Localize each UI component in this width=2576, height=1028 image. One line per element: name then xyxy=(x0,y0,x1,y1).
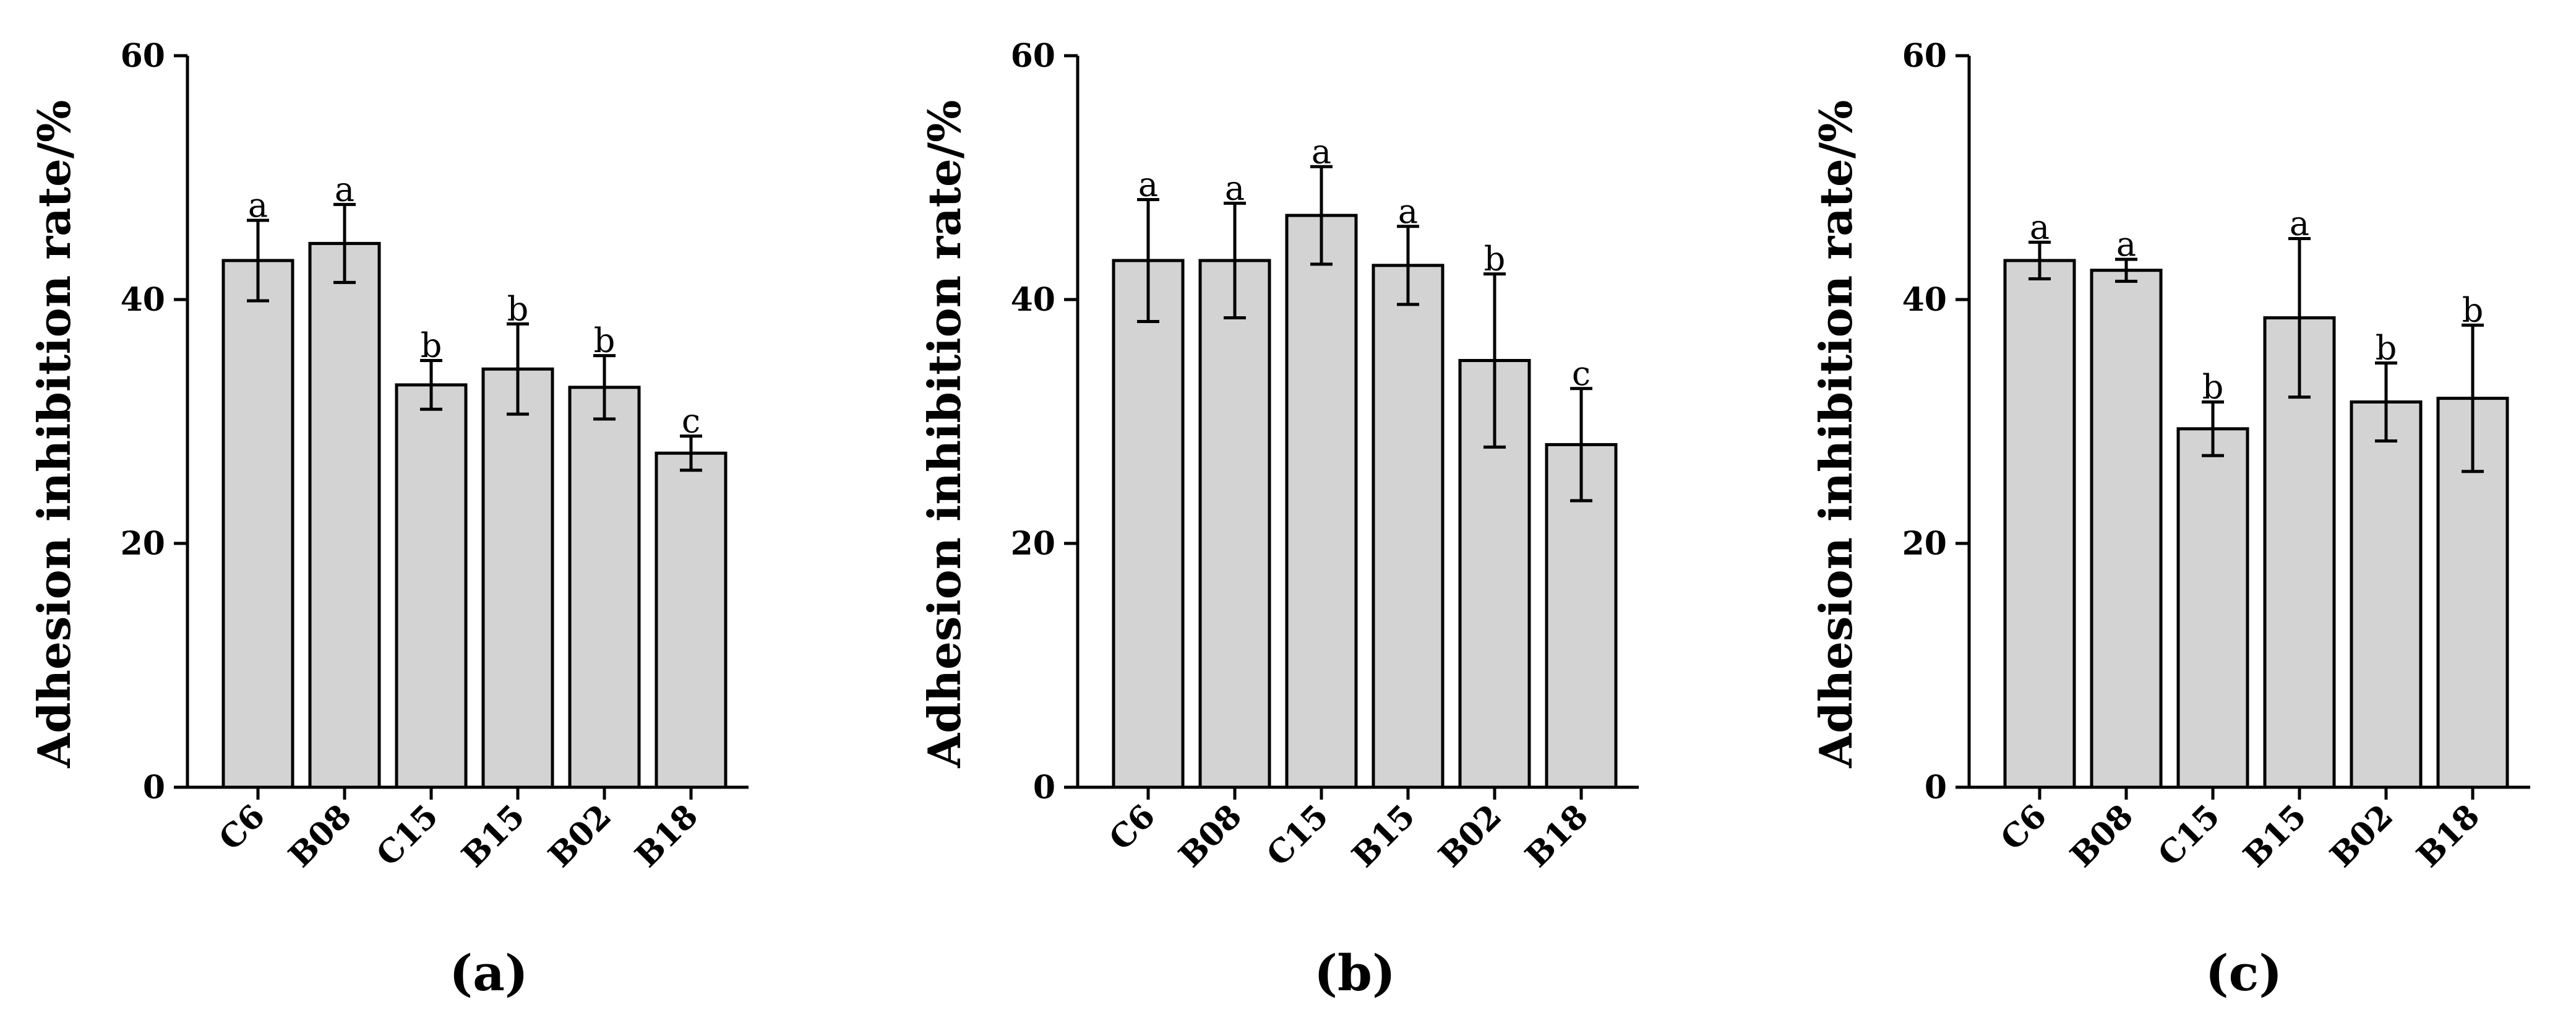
y-tick-label: 0 xyxy=(1925,769,1947,806)
significance-letter: b xyxy=(594,321,616,360)
bar-C15 xyxy=(2176,427,2249,789)
bar-B08 xyxy=(1198,259,1271,789)
chart-panel-3: a C6 a B08 b C15 a B15 b B02 b B18 0 20 40 60 Adhesion i… xyxy=(1810,37,2530,1002)
bar-B02 xyxy=(2350,400,2423,789)
x-tick-label: B02 xyxy=(1432,797,1509,875)
x-tick-label: B08 xyxy=(1172,797,1249,875)
significance-letter: a xyxy=(2290,204,2309,243)
bar-C6 xyxy=(1112,259,1185,789)
x-tick-label: C6 xyxy=(212,797,272,858)
x-tick-label: B08 xyxy=(281,797,359,875)
significance-letter: c xyxy=(682,402,700,441)
x-tick-label: B08 xyxy=(2063,797,2140,875)
y-tick-label: 20 xyxy=(1902,525,1947,563)
y-tick-label: 40 xyxy=(1902,281,1947,319)
chart-panel-2: a C6 a B08 a C15 a B15 b B02 c B18 0 20 40 60 Adhesion i… xyxy=(918,37,1639,1002)
significance-letter: b xyxy=(2202,367,2224,406)
x-tick-label: C6 xyxy=(1102,797,1162,858)
significance-letter: a xyxy=(1398,192,1418,231)
significance-letter: a xyxy=(248,186,268,225)
bar-C6 xyxy=(221,259,294,789)
x-tick-label: C6 xyxy=(1993,797,2054,858)
y-axis-label: Adhesion inhibition rate/% xyxy=(1810,100,1862,768)
bar-B08 xyxy=(308,241,381,789)
x-tick-label: B18 xyxy=(2410,797,2487,875)
panel-label: (a) xyxy=(449,944,528,1002)
significance-letter: a xyxy=(2030,207,2050,246)
x-tick-label: B18 xyxy=(1518,797,1595,875)
bar-C15 xyxy=(395,383,468,789)
y-axis-label: Adhesion inhibition rate/% xyxy=(918,100,971,768)
x-tick-label: C15 xyxy=(2151,797,2228,874)
x-tick-label: B15 xyxy=(1345,797,1422,875)
bar-B08 xyxy=(2090,269,2163,789)
y-tick-label: 60 xyxy=(1902,37,1947,75)
bar-C6 xyxy=(2003,259,2076,789)
significance-letter: a xyxy=(1138,165,1158,204)
significance-letter: a xyxy=(1225,168,1245,207)
panel-label: (c) xyxy=(2205,944,2282,1002)
bar-B15 xyxy=(1372,264,1445,789)
significance-letter: a xyxy=(1312,132,1331,171)
y-tick-label: 20 xyxy=(121,525,165,563)
bar-C15 xyxy=(1285,214,1358,789)
significance-letter: b xyxy=(1484,240,1506,279)
y-tick-label: 0 xyxy=(1033,769,1055,806)
significance-letter: b xyxy=(2376,328,2397,367)
x-tick-label: B15 xyxy=(2236,797,2314,875)
x-tick-label: B02 xyxy=(541,797,619,875)
bar-B15 xyxy=(481,367,554,789)
x-tick-label: C15 xyxy=(369,797,446,874)
x-tick-label: C15 xyxy=(1260,797,1336,874)
y-tick-label: 0 xyxy=(143,769,165,806)
x-tick-label: B18 xyxy=(628,797,705,875)
chart-panel-1: a C6 a B08 b C15 b B15 b B02 c B18 0 20 40 60 Adhesion i… xyxy=(28,37,749,1002)
significance-letter: b xyxy=(507,289,529,328)
significance-letter: a xyxy=(2116,225,2136,264)
panel-label: (b) xyxy=(1314,944,1396,1002)
x-tick-label: B15 xyxy=(455,797,532,875)
y-axis-label: Adhesion inhibition rate/% xyxy=(28,100,80,768)
bar-B18 xyxy=(655,451,728,789)
y-tick-label: 60 xyxy=(1011,37,1055,75)
significance-letter: a xyxy=(335,170,354,209)
y-tick-label: 20 xyxy=(1011,525,1055,563)
significance-letter: c xyxy=(1572,354,1591,393)
significance-letter: b xyxy=(2462,290,2484,329)
y-tick-label: 60 xyxy=(121,37,165,75)
y-tick-label: 40 xyxy=(1011,281,1055,319)
bar-B02 xyxy=(568,386,641,789)
y-tick-label: 40 xyxy=(121,281,165,319)
x-tick-label: B02 xyxy=(2323,797,2400,875)
significance-letter: b xyxy=(421,326,442,365)
